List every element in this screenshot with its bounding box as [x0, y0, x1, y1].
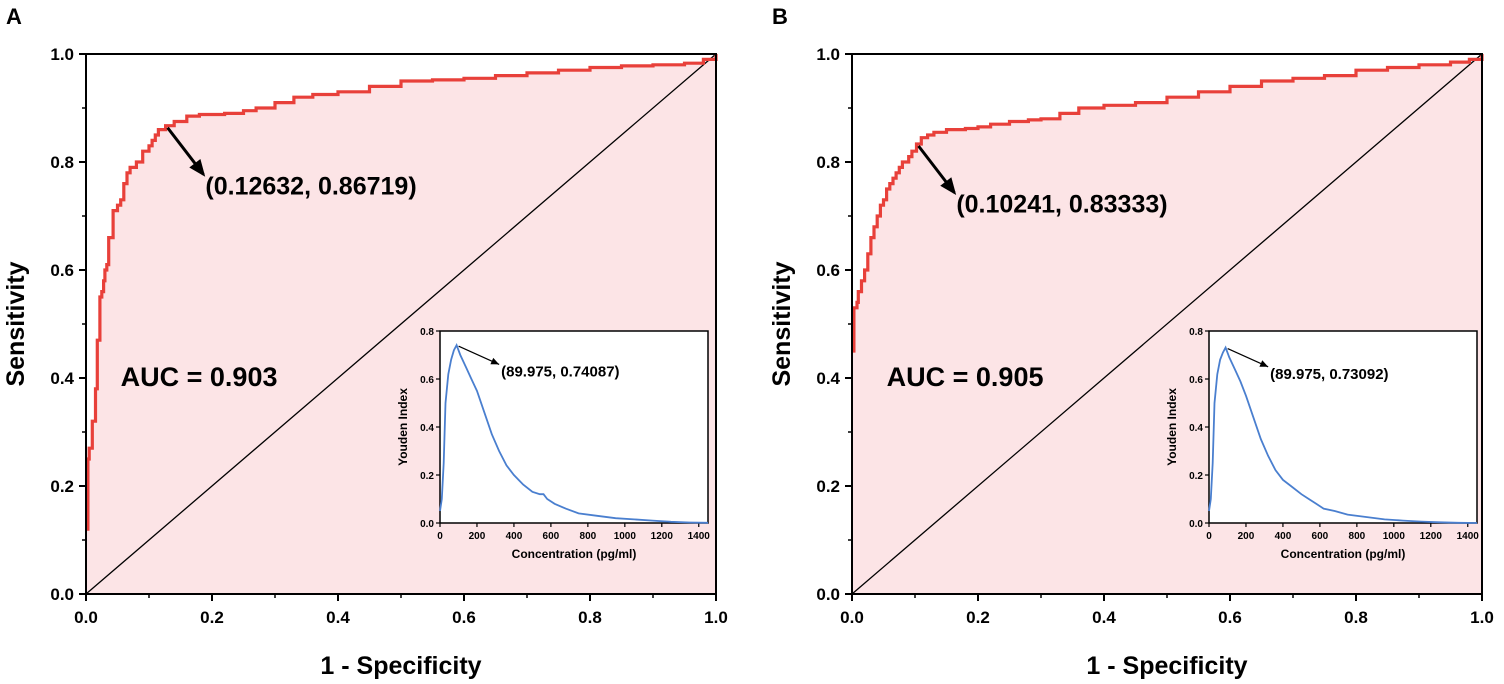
y-tick-label: 0.8: [50, 153, 74, 172]
inset-y-tick-label: 0.8: [1189, 327, 1203, 338]
inset-y-tick-label: 0.4: [420, 423, 434, 434]
inset-y-tick-label: 0.0: [1189, 519, 1203, 530]
inset-x-tick-label: 1200: [651, 531, 674, 542]
inset-y-tick-label: 0.2: [420, 471, 434, 482]
inset-y-tick-label: 0.6: [420, 375, 434, 386]
inset-x-tick-label: 1000: [1383, 531, 1406, 542]
inset-x-tick-label: 1000: [614, 531, 637, 542]
x-tick-label: 0.2: [966, 608, 990, 627]
inset-x-tick-label: 400: [506, 531, 523, 542]
x-tick-label: 0.2: [200, 608, 224, 627]
youden-index-line: [1208, 345, 1478, 524]
reference-diagonal-line: [851, 53, 1483, 595]
inset-x-tick-label: 400: [1275, 531, 1292, 542]
panel-b: B 0.0 0.2 0.4 0.6 0.8 1.0 0.0 0.2 0.4 0.6 0.8 1.0 1 -…: [768, 4, 1494, 680]
inset-x-tick-label: 800: [580, 531, 597, 542]
inset-x-axis-title: Concentration (pg/ml): [1281, 547, 1406, 561]
roc-curve-line: [86, 54, 718, 531]
inset-x-tick-label: 600: [543, 531, 560, 542]
auc-annotation: AUC = 0.903: [121, 362, 278, 392]
inset-frame: [1208, 330, 1478, 524]
optimal-point-label: (0.12632, 0.86719): [205, 172, 416, 200]
inset-frame: [439, 330, 709, 524]
x-tick-label: 0.6: [1218, 608, 1242, 627]
y-tick-label: 0.2: [50, 477, 74, 496]
inset-x-tick-label: 0: [1206, 531, 1212, 542]
youden-inset: 0 200 400 600 800 1000 1200 1400 0.0 0.2 0.4 0.6 0.8…: [396, 327, 710, 561]
x-tick-label: 1.0: [704, 608, 728, 627]
inset-y-tick-label: 0.4: [1189, 423, 1203, 434]
x-axis-title: 1 - Specificity: [320, 652, 481, 680]
y-tick-label: 0.6: [816, 261, 840, 280]
y-tick-label: 0.0: [816, 585, 840, 604]
y-tick-label: 0.4: [816, 369, 840, 388]
x-tick-label: 0.8: [578, 608, 602, 627]
inset-y-axis-title: Youden Index: [396, 388, 410, 466]
y-tick-label: 0.8: [816, 153, 840, 172]
inset-y-tick-label: 0.6: [1189, 375, 1203, 386]
inset-y-tick-label: 0.8: [420, 327, 434, 338]
panel-letter: B: [772, 4, 788, 29]
inset-x-tick-label: 200: [469, 531, 486, 542]
youden-peak-arrowhead: [490, 357, 500, 365]
auc-annotation: AUC = 0.905: [887, 362, 1044, 392]
optimal-point-label: (0.10241, 0.83333): [956, 191, 1167, 219]
x-tick-label: 0.8: [1344, 608, 1368, 627]
x-tick-label: 1.0: [1470, 608, 1494, 627]
inset-x-tick-label: 200: [1238, 531, 1255, 542]
youden-peak-label: (89.975, 0.74087): [501, 363, 619, 380]
youden-peak-arrowhead: [1259, 360, 1269, 367]
x-tick-label: 0.0: [840, 608, 864, 627]
x-tick-label: 0.4: [1092, 608, 1116, 627]
panel-a: A 0.0 0.2 0.4 0.6 0.8 1.0 0.0 0.2 0.4 0.6 0.8 1.0 1 -…: [2, 4, 728, 680]
inset-y-tick-label: 0.0: [420, 519, 434, 530]
inset-x-tick-label: 0: [437, 531, 443, 542]
y-tick-label: 1.0: [50, 45, 74, 64]
panel-letter: A: [6, 4, 22, 29]
reference-diagonal-line: [85, 53, 717, 595]
inset-x-tick-label: 800: [1349, 531, 1366, 542]
inset-x-tick-label: 1400: [1457, 531, 1480, 542]
y-tick-label: 0.0: [50, 585, 74, 604]
youden-inset: 0 200 400 600 800 1000 1200 1400 0.0 0.2 0.4 0.6 0.8…: [1165, 327, 1479, 561]
youden-peak-label: (89.975, 0.73092): [1270, 366, 1388, 383]
x-tick-label: 0.4: [326, 608, 350, 627]
roc-curve-line: [852, 54, 1484, 353]
x-tick-label: 0.6: [452, 608, 476, 627]
inset-x-axis-title: Concentration (pg/ml): [512, 547, 637, 561]
inset-y-axis-title: Youden Index: [1165, 388, 1179, 466]
inset-x-tick-label: 600: [1312, 531, 1329, 542]
inset-x-tick-label: 1400: [688, 531, 711, 542]
y-axis-title: Sensitivity: [2, 261, 30, 386]
y-tick-label: 0.2: [816, 477, 840, 496]
y-tick-label: 0.6: [50, 261, 74, 280]
inset-x-tick-label: 1200: [1420, 531, 1443, 542]
y-tick-label: 1.0: [816, 45, 840, 64]
x-tick-label: 0.0: [74, 608, 98, 627]
optimal-point-arrowhead: [189, 158, 206, 177]
optimal-point-arrowhead: [940, 177, 957, 195]
y-tick-label: 0.4: [50, 369, 74, 388]
inset-y-tick-label: 0.2: [1189, 471, 1203, 482]
x-axis-title: 1 - Specificity: [1086, 652, 1247, 680]
youden-index-line: [439, 343, 709, 524]
y-axis-title: Sensitivity: [768, 261, 796, 386]
